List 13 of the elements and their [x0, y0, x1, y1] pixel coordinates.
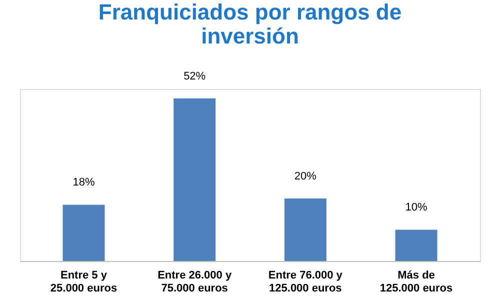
chart-title: Franquiciados por rangos de inversión [98, 0, 402, 48]
bar [174, 98, 216, 261]
data-label: 10% [405, 202, 428, 214]
bar [395, 230, 438, 261]
x-tick-label: Más de 125.000 euros [380, 270, 453, 294]
data-label: 20% [294, 170, 317, 182]
x-tick-label: Entre 5 y 25.000 euros [50, 270, 118, 294]
data-label: 52% [184, 70, 206, 82]
data-label: 18% [72, 176, 95, 189]
bar [62, 204, 105, 261]
x-tick-label: Entre 26.000 y 75.000 euros [158, 270, 232, 294]
x-tick-label: Entre 76.000 y 125.000 euros [268, 270, 344, 294]
bar [284, 198, 326, 261]
